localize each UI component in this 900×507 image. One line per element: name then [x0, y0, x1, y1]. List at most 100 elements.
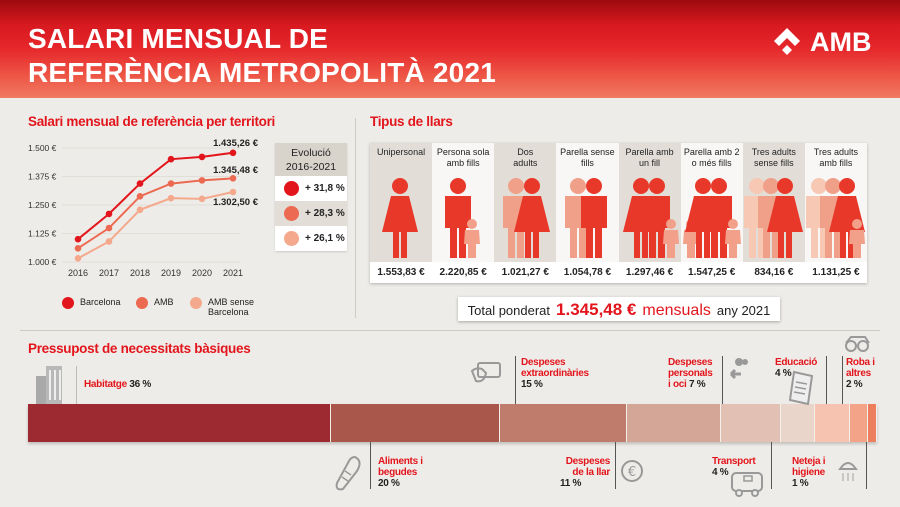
- child-figure-icon: [724, 218, 741, 258]
- label-name: altres: [846, 368, 871, 379]
- legend-label: AMB: [154, 297, 174, 307]
- household-type-line1: Parella amb: [625, 147, 674, 157]
- child-figure-icon: [662, 218, 679, 258]
- data-point: [136, 180, 144, 187]
- label-habitatge: Habitatge 36 %: [84, 379, 151, 390]
- label-name: Neteja i: [792, 456, 826, 467]
- household-type-label: Unipersonal: [370, 143, 433, 171]
- budget-segment-educaci-: [815, 404, 850, 442]
- household-salary-value: 2.220,85 €: [432, 262, 495, 283]
- data-point: [229, 149, 237, 157]
- bus-icon: [731, 472, 763, 497]
- label-name: personals: [668, 368, 713, 379]
- series-line: [77, 151, 234, 240]
- legend-label: AMB sense Barcelona: [208, 297, 254, 317]
- y-tick-label: 1.375 €: [28, 172, 57, 182]
- glasses-icon: [845, 336, 870, 352]
- data-point: [229, 188, 237, 196]
- amb-sense-dot-icon: [284, 231, 299, 246]
- household-type-label: Parella sense fills: [556, 143, 619, 171]
- data-point: [74, 245, 82, 252]
- x-tick-label: 2018: [130, 268, 150, 278]
- household-figures-icon: [682, 177, 741, 258]
- legend-barcelona: Barcelona: [62, 297, 121, 309]
- x-tick-label: 2016: [68, 268, 88, 278]
- y-tick-label: 1.500 €: [28, 143, 57, 153]
- label-pct: 4 %: [775, 368, 792, 379]
- series-line: [77, 191, 234, 260]
- household-type-label: Dos adults: [494, 143, 557, 171]
- x-tick-label: 2019: [161, 268, 181, 278]
- y-tick-label: 1.250 €: [28, 200, 57, 210]
- label-pct: 4 %: [712, 467, 729, 478]
- household-figures-icon: [503, 177, 551, 258]
- evolution-box: Evolució 2016-2021 + 31,8 % + 28,3 % + 26…: [275, 143, 347, 251]
- amb-logo: AMB: [772, 26, 872, 58]
- label-name: Habitatge: [84, 379, 127, 390]
- data-point: [74, 235, 82, 243]
- label-pct: 36 %: [129, 379, 151, 390]
- label-pct: 1 %: [792, 478, 809, 489]
- neteja-leader-line: [866, 442, 867, 489]
- budget-segment-despeses-extraordin-ries: [500, 404, 628, 442]
- woman-figure-icon: [514, 177, 551, 258]
- page-title-line1: SALARI MENSUAL DE: [28, 23, 329, 54]
- household-type-line1: Persona sola: [436, 147, 490, 157]
- evolution-row-amb-sense: + 26,1 %: [275, 226, 347, 251]
- household-figures: [432, 171, 495, 262]
- label-name: begudes: [378, 467, 418, 478]
- evolution-value: + 28,3 %: [305, 208, 345, 219]
- household-salary-value: 1.547,25 €: [680, 262, 743, 283]
- child-figure-icon: [464, 218, 481, 258]
- legend-amb: AMB: [136, 297, 174, 309]
- budget-segment-aliments-i-begudes: [331, 404, 501, 442]
- data-point: [229, 175, 237, 182]
- data-point: [74, 255, 82, 262]
- budget-segment-neteja-i-higiene: [867, 404, 877, 442]
- data-point: [167, 194, 175, 202]
- leisure-icon: [729, 358, 748, 380]
- legend-dot-icon: [190, 297, 202, 309]
- data-point: [198, 153, 206, 161]
- man-figure-icon: [445, 177, 472, 258]
- household-type-line2: fills: [580, 158, 594, 168]
- household-type-label: Tres adults amb fills: [804, 143, 867, 171]
- header: [0, 0, 900, 98]
- data-point: [198, 177, 206, 184]
- llar-leader-line: [615, 442, 616, 489]
- end-value-label: 1.345,48 €: [213, 165, 259, 176]
- document-icon: [788, 370, 814, 406]
- man-figure-icon: [581, 177, 608, 258]
- label-roba: Roba i altres 2 %: [846, 357, 875, 390]
- evolution-title-2: 2016-2021: [285, 161, 337, 173]
- household-column: Unipersonal 1.553,83 €: [370, 143, 433, 283]
- credit-card-icon: [470, 362, 501, 383]
- label-llar: Despeses de la llar 11 %: [560, 456, 610, 489]
- household-figures-icon: [805, 177, 865, 258]
- label-name: Despeses: [565, 456, 611, 467]
- households-title: Tipus de llars: [370, 114, 453, 129]
- legend-dot-icon: [62, 297, 74, 309]
- label-pct: 15 %: [521, 379, 543, 390]
- household-figures-icon: [743, 177, 803, 258]
- household-type-line2: adults: [513, 158, 538, 168]
- end-value-label: 1.435,26 €: [213, 138, 259, 149]
- legend-label: Barcelona: [80, 297, 121, 307]
- x-tick-label: 2021: [223, 268, 243, 278]
- habitatge-leader-line: [76, 366, 77, 404]
- label-name: Educació: [775, 357, 818, 368]
- household-salary-value: 1.553,83 €: [370, 262, 433, 283]
- legend-label-2: Barcelona: [208, 307, 249, 317]
- shower-icon: [838, 462, 858, 481]
- household-figures-icon: [622, 177, 679, 258]
- total-amount: 1.345,48 €: [556, 300, 637, 319]
- total-suffix: any 2021: [716, 303, 771, 318]
- label-name: Roba i: [846, 357, 875, 368]
- household-salary-value: 1.054,78 €: [556, 262, 619, 283]
- data-point: [136, 206, 144, 214]
- household-salary-value: 1.131,25 €: [804, 262, 867, 283]
- total-prefix: Total ponderat: [467, 303, 551, 318]
- label-extraordinaries: Despeses extraordinàries 15 %: [521, 357, 589, 390]
- evolution-header: Evolució 2016-2021: [275, 143, 347, 176]
- budget-segment-roba-i-altres: [849, 404, 868, 442]
